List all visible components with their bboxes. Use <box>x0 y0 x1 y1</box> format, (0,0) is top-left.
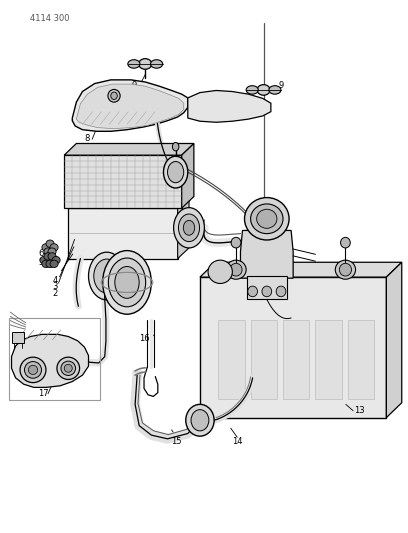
Ellipse shape <box>50 244 58 251</box>
Ellipse shape <box>174 208 204 248</box>
Ellipse shape <box>46 260 54 268</box>
Ellipse shape <box>230 263 242 276</box>
Bar <box>246 276 287 300</box>
Ellipse shape <box>341 237 350 248</box>
Text: 15: 15 <box>171 437 182 446</box>
Ellipse shape <box>186 405 214 436</box>
Text: 1: 1 <box>34 351 46 360</box>
Ellipse shape <box>276 286 286 297</box>
Ellipse shape <box>20 357 46 383</box>
Polygon shape <box>200 262 402 277</box>
Ellipse shape <box>257 85 270 95</box>
Polygon shape <box>68 198 189 208</box>
Ellipse shape <box>139 59 152 69</box>
Ellipse shape <box>44 248 52 255</box>
Ellipse shape <box>191 410 209 431</box>
Ellipse shape <box>24 361 42 378</box>
Text: 11: 11 <box>140 280 151 292</box>
Ellipse shape <box>248 286 257 297</box>
Polygon shape <box>182 143 194 208</box>
Bar <box>315 319 342 399</box>
Text: 5: 5 <box>38 258 50 266</box>
Ellipse shape <box>164 156 188 188</box>
Text: 9: 9 <box>132 80 137 90</box>
Polygon shape <box>72 80 188 131</box>
Ellipse shape <box>339 263 352 276</box>
Ellipse shape <box>42 260 50 268</box>
Ellipse shape <box>262 286 272 297</box>
Polygon shape <box>386 262 402 418</box>
Polygon shape <box>200 277 386 418</box>
Ellipse shape <box>269 86 281 94</box>
Polygon shape <box>240 230 293 278</box>
Bar <box>251 319 277 399</box>
Ellipse shape <box>168 161 184 183</box>
Ellipse shape <box>64 365 72 372</box>
Polygon shape <box>64 143 194 155</box>
Ellipse shape <box>251 204 283 233</box>
Ellipse shape <box>52 256 60 264</box>
Ellipse shape <box>103 251 151 314</box>
Ellipse shape <box>246 86 258 94</box>
Bar <box>9 318 100 400</box>
Text: 3: 3 <box>52 247 74 291</box>
Ellipse shape <box>128 60 140 68</box>
Ellipse shape <box>183 220 195 235</box>
Ellipse shape <box>48 253 56 260</box>
Polygon shape <box>68 208 177 259</box>
Bar <box>11 332 24 343</box>
Ellipse shape <box>244 198 289 240</box>
Ellipse shape <box>40 256 48 264</box>
Text: 10: 10 <box>172 156 184 171</box>
Ellipse shape <box>151 60 163 68</box>
Ellipse shape <box>28 365 38 375</box>
Ellipse shape <box>61 361 75 375</box>
Text: 4: 4 <box>52 254 73 285</box>
Ellipse shape <box>94 259 120 293</box>
Bar <box>218 319 244 399</box>
Ellipse shape <box>89 252 125 300</box>
Text: 2: 2 <box>52 239 75 297</box>
Ellipse shape <box>231 237 241 248</box>
Polygon shape <box>188 91 271 122</box>
Text: 16: 16 <box>139 334 150 343</box>
Ellipse shape <box>208 260 233 284</box>
Bar <box>348 319 374 399</box>
Text: 9: 9 <box>278 80 284 90</box>
Ellipse shape <box>111 92 117 100</box>
Ellipse shape <box>335 260 355 279</box>
Text: 12: 12 <box>277 237 288 246</box>
Text: 17: 17 <box>38 389 49 398</box>
Ellipse shape <box>178 214 200 241</box>
Ellipse shape <box>173 142 179 151</box>
Ellipse shape <box>46 240 54 247</box>
Ellipse shape <box>50 260 58 268</box>
Ellipse shape <box>257 209 277 228</box>
Polygon shape <box>64 155 182 208</box>
Bar <box>283 319 309 399</box>
Text: 8: 8 <box>84 134 90 143</box>
Ellipse shape <box>108 90 120 102</box>
Ellipse shape <box>115 266 139 298</box>
Polygon shape <box>177 198 189 259</box>
Text: 6: 6 <box>38 249 50 259</box>
Text: 13: 13 <box>354 406 365 415</box>
Ellipse shape <box>44 253 52 260</box>
Polygon shape <box>11 334 89 387</box>
Text: 7: 7 <box>91 189 96 198</box>
Polygon shape <box>76 84 184 128</box>
Ellipse shape <box>42 244 50 251</box>
Ellipse shape <box>57 357 80 379</box>
Ellipse shape <box>48 248 56 255</box>
Text: 4114 300: 4114 300 <box>30 14 69 23</box>
Text: 14: 14 <box>232 437 242 446</box>
Ellipse shape <box>226 260 246 279</box>
Ellipse shape <box>109 258 146 307</box>
